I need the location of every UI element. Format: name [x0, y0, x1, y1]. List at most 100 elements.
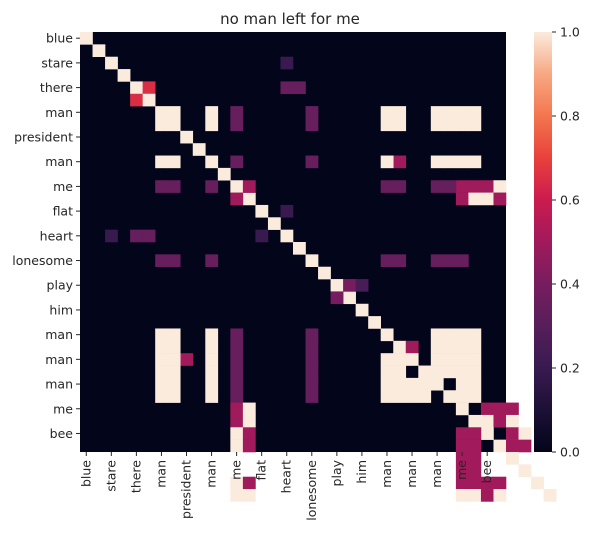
heatmap-cell [380, 390, 394, 403]
heatmap-cell [393, 254, 407, 267]
heatmap-cell [343, 279, 356, 292]
y-tick-label: lonesome [12, 253, 73, 268]
heatmap-cell [493, 192, 507, 206]
heatmap-cell [155, 365, 169, 379]
heatmap-cell [455, 106, 469, 119]
heatmap-cell [518, 439, 532, 453]
heatmap-cell [455, 340, 469, 354]
heatmap-cell [242, 402, 256, 416]
heatmap-cell [130, 229, 143, 243]
heatmap-cell [380, 377, 394, 391]
heatmap-cell [493, 402, 507, 416]
heatmap-cell [405, 390, 419, 403]
colorbar-axis: 0.0 0.2 0.4 0.6 0.8 1.0 [552, 25, 580, 460]
heatmap-cell [468, 365, 482, 379]
heatmap-cell [230, 340, 244, 354]
heatmap-cell [430, 155, 444, 169]
heatmap-cell [92, 44, 106, 57]
heatmap-cell [280, 229, 294, 243]
heatmap-cell [280, 204, 294, 218]
heatmap-cell [430, 340, 444, 354]
heatmap-cell [205, 118, 219, 132]
heatmap-cell [155, 155, 169, 169]
heatmap-cell [455, 402, 469, 416]
x-tick-label: him [354, 460, 369, 484]
heatmap-cell [230, 353, 244, 366]
heatmap-cell [205, 390, 219, 403]
heatmap-cell [230, 390, 244, 403]
heatmap-cell [305, 365, 319, 379]
heatmap-cell [493, 489, 507, 502]
heatmap-cell [380, 155, 394, 169]
heatmap-cell [180, 353, 194, 366]
heatmap-cell [393, 353, 407, 366]
heatmap-cell [155, 106, 169, 119]
heatmap-cell [142, 93, 156, 107]
heatmap-cell [506, 402, 519, 416]
heatmap-cell [242, 414, 256, 428]
heatmap-cell [343, 291, 356, 305]
heatmap-cell [155, 377, 169, 391]
heatmap-cell [242, 427, 256, 440]
heatmap-cell [230, 489, 244, 502]
heatmap-cell [443, 254, 457, 267]
heatmap-cell [205, 106, 219, 119]
heatmap-cell [443, 390, 457, 403]
heatmap-cell [480, 476, 494, 490]
heatmap-cell [267, 217, 281, 230]
y-tick-label: him [49, 302, 73, 317]
heatmap-cell [480, 414, 494, 428]
y-tick-label: man [45, 327, 73, 342]
y-tick-label: play [47, 278, 74, 293]
y-axis: blue stare there man president man me flat heart… [12, 31, 80, 441]
heatmap-cell [230, 476, 244, 490]
heatmap-cell [455, 489, 469, 502]
heatmap-cell [330, 279, 344, 292]
x-tick-label: man [404, 460, 419, 488]
heatmap-cell [305, 353, 319, 366]
x-tick-label: man [153, 460, 168, 488]
y-tick-label: man [45, 377, 73, 392]
heatmap-cell [230, 402, 244, 416]
heatmap-cell [393, 340, 407, 354]
colorbar [534, 32, 552, 452]
heatmap-cell [468, 427, 482, 440]
x-tick-label: stare [103, 460, 118, 492]
heatmap-cell [393, 390, 407, 403]
heatmap-cell [230, 439, 244, 453]
heatmap-cell [380, 353, 394, 366]
heatmap-cell [393, 155, 407, 169]
heatmap-cell [205, 377, 219, 391]
heatmap-cell [405, 377, 419, 391]
heatmap-cell [455, 353, 469, 366]
heatmap-cell [380, 365, 394, 379]
heatmap-cell [493, 180, 507, 193]
heatmap-cell [455, 476, 469, 490]
heatmap-cell [230, 414, 244, 428]
heatmap-cell [468, 106, 482, 119]
heatmap-cell [455, 254, 469, 267]
heatmap-cell [380, 328, 394, 342]
x-tick-label: president [179, 460, 194, 519]
y-tick-label: man [45, 352, 73, 367]
heatmap-cell [455, 439, 469, 453]
heatmap-cell [393, 106, 407, 119]
heatmap-cell [430, 365, 444, 379]
x-tick-label: man [379, 460, 394, 488]
chart-title: no man left for me [220, 10, 360, 28]
heatmap-cell [418, 365, 432, 379]
heatmap-cell [468, 353, 482, 366]
x-tick-label: bee [479, 460, 494, 484]
heatmap-cell [430, 353, 444, 366]
heatmap-cell [418, 377, 432, 391]
heatmap-cell [443, 155, 457, 169]
heatmap-cell [205, 180, 219, 193]
heatmap-cell [230, 365, 244, 379]
heatmap-cell [355, 303, 369, 317]
heatmap-cell [506, 414, 519, 428]
heatmap-cell [167, 390, 181, 403]
heatmap-cell [205, 254, 219, 267]
heatmap-cell [480, 489, 494, 502]
heatmap-cell [455, 464, 469, 477]
